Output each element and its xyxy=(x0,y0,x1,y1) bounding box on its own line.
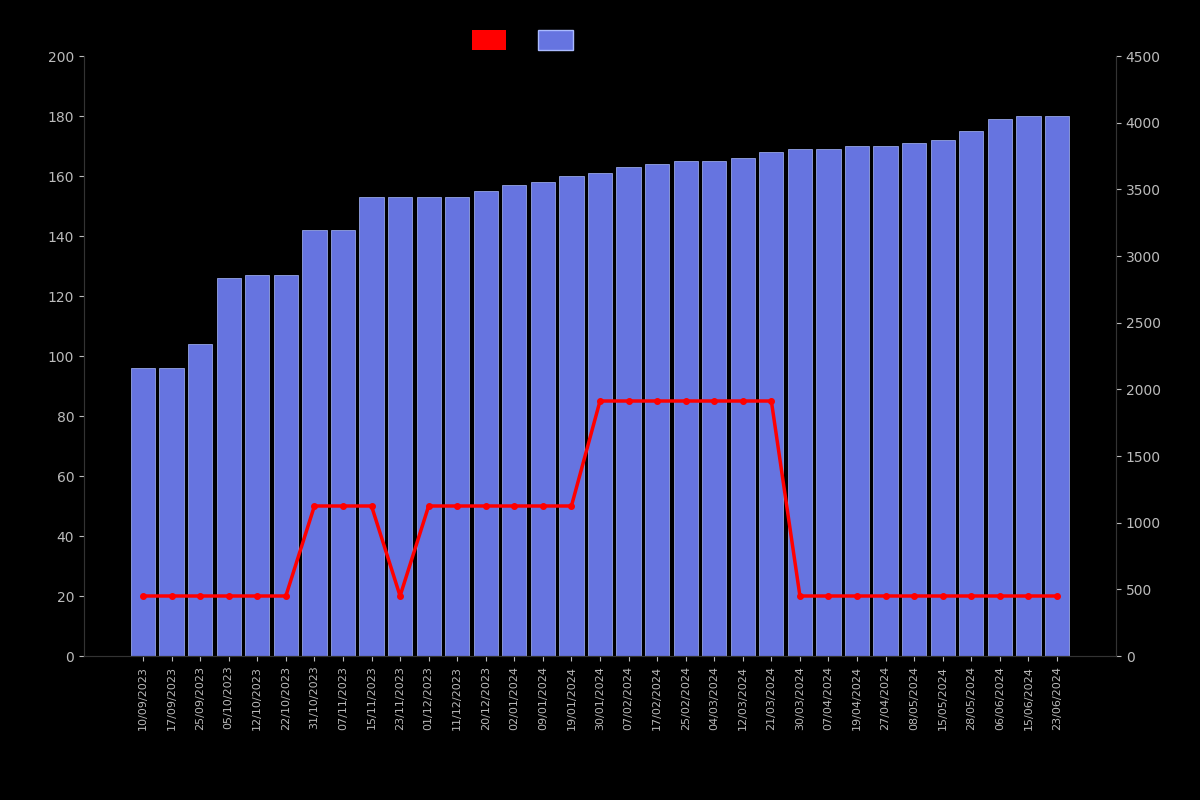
Bar xyxy=(274,275,298,656)
Bar xyxy=(760,152,784,656)
Bar xyxy=(845,146,869,656)
Bar xyxy=(959,131,984,656)
Bar xyxy=(559,176,583,656)
Bar xyxy=(331,230,355,656)
Bar xyxy=(530,182,556,656)
Bar xyxy=(188,344,212,656)
Bar xyxy=(245,275,270,656)
Bar xyxy=(160,368,184,656)
Bar xyxy=(1016,116,1040,656)
Bar xyxy=(502,185,527,656)
Bar xyxy=(445,197,469,656)
Bar xyxy=(474,191,498,656)
Bar xyxy=(416,197,440,656)
Bar xyxy=(302,230,326,656)
Bar xyxy=(874,146,898,656)
Bar xyxy=(1045,116,1069,656)
Bar xyxy=(388,197,413,656)
Bar xyxy=(359,197,384,656)
Bar xyxy=(702,161,726,656)
Legend: , : , xyxy=(472,30,584,50)
Bar xyxy=(644,164,670,656)
Bar xyxy=(216,278,241,656)
Bar xyxy=(731,158,755,656)
Bar xyxy=(131,368,155,656)
Bar xyxy=(588,173,612,656)
Bar xyxy=(617,167,641,656)
Bar xyxy=(930,140,955,656)
Bar xyxy=(673,161,698,656)
Bar xyxy=(902,143,926,656)
Bar xyxy=(787,149,812,656)
Bar xyxy=(988,119,1012,656)
Bar xyxy=(816,149,841,656)
